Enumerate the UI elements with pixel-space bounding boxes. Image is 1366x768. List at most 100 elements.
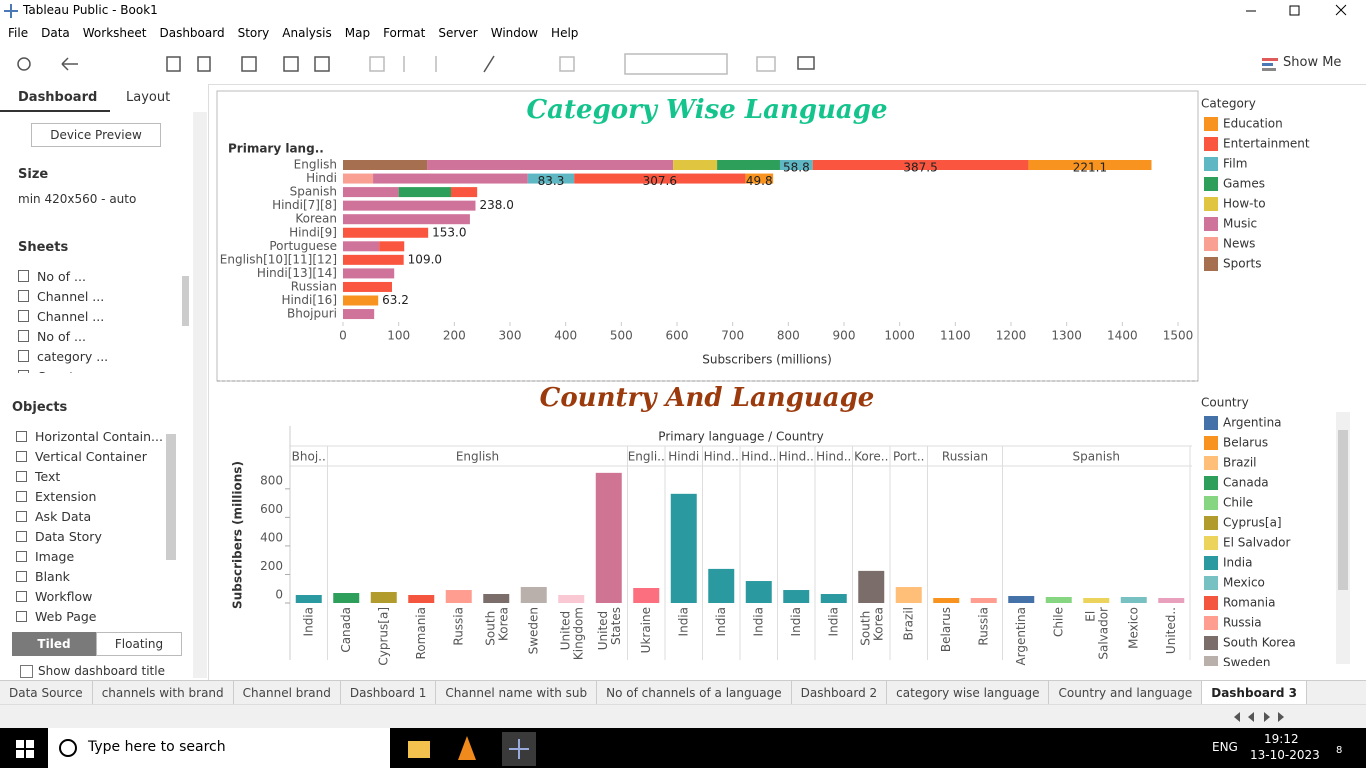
legend-swatch [1204, 157, 1218, 171]
checkbox[interactable] [20, 665, 33, 678]
menu-item[interactable]: Dashboard [159, 26, 225, 40]
sheet-tab[interactable]: Dashboard 1 [341, 681, 437, 705]
sheet-tab[interactable]: Channel name with sub [436, 681, 598, 705]
sheet-name[interactable]: Country an... [37, 369, 118, 373]
side-panel: Dashboard Layout Device Preview Size min… [0, 84, 209, 680]
legend-label: Argentina [1223, 416, 1282, 430]
pinned-apps[interactable] [400, 732, 550, 766]
label-line: El [1083, 607, 1097, 622]
legend-label: Film [1223, 157, 1247, 171]
chart-title: Country And Language [540, 383, 875, 413]
legend-swatch [1204, 456, 1218, 470]
group-header: Spanish [1073, 450, 1120, 464]
object-item[interactable]: Text [16, 467, 166, 487]
object-item[interactable]: Extension [16, 487, 166, 507]
show-me-icon[interactable] [1262, 56, 1278, 72]
clock-time[interactable]: 19:12 [1264, 732, 1299, 746]
menu-item[interactable]: Format [383, 26, 426, 40]
menu-item[interactable]: Worksheet [82, 26, 147, 40]
sheet-tab[interactable]: Data Source [0, 681, 93, 705]
object-item[interactable]: Image [16, 547, 166, 567]
layout-tiled[interactable]: Tiled [12, 632, 96, 656]
bar-segment [343, 254, 404, 265]
sheet-item[interactable]: category ... [18, 347, 178, 367]
legend-label: Games [1223, 177, 1265, 191]
x-tick-label: 1000 [884, 329, 915, 343]
menu-item[interactable]: Window [490, 26, 539, 40]
object-item[interactable]: Blank [16, 567, 166, 587]
sheet-tab[interactable]: No of channels of a language [597, 681, 792, 705]
size-heading: Size [18, 167, 49, 182]
sheet-tab[interactable]: Dashboard 2 [792, 681, 888, 705]
sheet-name[interactable]: Channel ... [37, 289, 105, 304]
menu-item[interactable]: Help [551, 26, 579, 40]
legend-label: Cyprus[a] [1223, 516, 1282, 530]
object-name[interactable]: Ask Data [35, 509, 92, 524]
device-preview-button[interactable]: Device Preview [31, 123, 161, 147]
show-title-label[interactable]: Show dashboard title [38, 664, 165, 678]
show-me[interactable]: Show Me [1283, 55, 1342, 70]
object-icon [16, 531, 27, 542]
object-item[interactable]: Horizontal Contain... [16, 427, 166, 447]
sheet-item[interactable]: Channel ... [18, 287, 178, 307]
object-item[interactable]: Vertical Container [16, 447, 166, 467]
y-tick-label: Portuguese [269, 239, 337, 253]
sheet-item[interactable]: Country an... [18, 367, 178, 373]
object-item[interactable]: Web Page [16, 607, 166, 627]
object-item[interactable]: Data Story [16, 527, 166, 547]
object-name[interactable]: Web Page [35, 609, 97, 624]
object-name[interactable]: Extension [35, 489, 97, 504]
scrollbar[interactable] [193, 112, 207, 678]
menu-item[interactable]: Analysis [282, 26, 332, 40]
sheet-name[interactable]: Channel ... [37, 309, 105, 324]
clock-date[interactable]: 13-10-2023 [1250, 748, 1320, 762]
sheet-item[interactable]: No of ... [18, 267, 178, 287]
object-name[interactable]: Image [35, 549, 75, 564]
object-name[interactable]: Text [35, 469, 61, 484]
sheet-item[interactable]: Channel ... [18, 307, 178, 327]
search-placeholder[interactable]: Type here to search [88, 739, 226, 755]
menu-item[interactable]: File [8, 26, 29, 40]
side-tab[interactable]: Layout [126, 90, 171, 105]
navigation[interactable] [1232, 711, 1362, 723]
legend-swatch [1204, 596, 1218, 610]
sheet-name[interactable]: No of ... [37, 329, 86, 344]
object-item[interactable]: Workflow [16, 587, 166, 607]
legend-label: Canada [1223, 476, 1269, 490]
size-value[interactable]: min 420x560 - auto [18, 192, 137, 206]
sheet-tab[interactable]: Channel brand [234, 681, 341, 705]
object-item[interactable]: Ask Data [16, 507, 166, 527]
language[interactable]: ENG [1212, 740, 1238, 754]
object-name[interactable]: Data Story [35, 529, 102, 544]
layout-floating[interactable]: Floating [96, 632, 182, 656]
sheet-tab[interactable]: category wise language [887, 681, 1050, 705]
bar [820, 594, 847, 603]
sheet-name[interactable]: No of ... [37, 269, 86, 284]
menu-item[interactable]: Map [344, 26, 371, 40]
menu-item[interactable]: Data [41, 26, 70, 40]
sheet-tab[interactable]: Country and language [1049, 681, 1203, 705]
object-name[interactable]: Vertical Container [35, 449, 147, 464]
scroll-thumb[interactable] [182, 276, 189, 326]
scroll-thumb[interactable] [166, 434, 176, 560]
side-tab[interactable]: Dashboard [18, 90, 98, 105]
menu-item[interactable]: Story [237, 26, 270, 40]
sheet-tab[interactable]: Dashboard 3 [1202, 681, 1307, 705]
notification-count[interactable]: 8 [1336, 745, 1343, 756]
menu-item[interactable]: Server [438, 26, 478, 40]
search-box[interactable]: Type here to search [48, 728, 390, 768]
legend-label: Music [1223, 217, 1257, 231]
sheet-tab[interactable]: channels with brand [93, 681, 234, 705]
bar [670, 493, 697, 603]
sheet-item[interactable]: No of ... [18, 327, 178, 347]
bar-segment [717, 160, 780, 170]
group-header: Russian [942, 450, 988, 464]
object-name[interactable]: Horizontal Contain... [35, 429, 163, 444]
object-name[interactable]: Workflow [35, 589, 93, 604]
sheet-name[interactable]: category ... [37, 349, 109, 364]
start-button[interactable] [16, 740, 34, 758]
window-title: Tableau Public - Book1 [23, 3, 158, 17]
legend-scroll-thumb[interactable] [1338, 430, 1348, 590]
window-controls[interactable] [1240, 0, 1360, 22]
object-name[interactable]: Blank [35, 569, 70, 584]
